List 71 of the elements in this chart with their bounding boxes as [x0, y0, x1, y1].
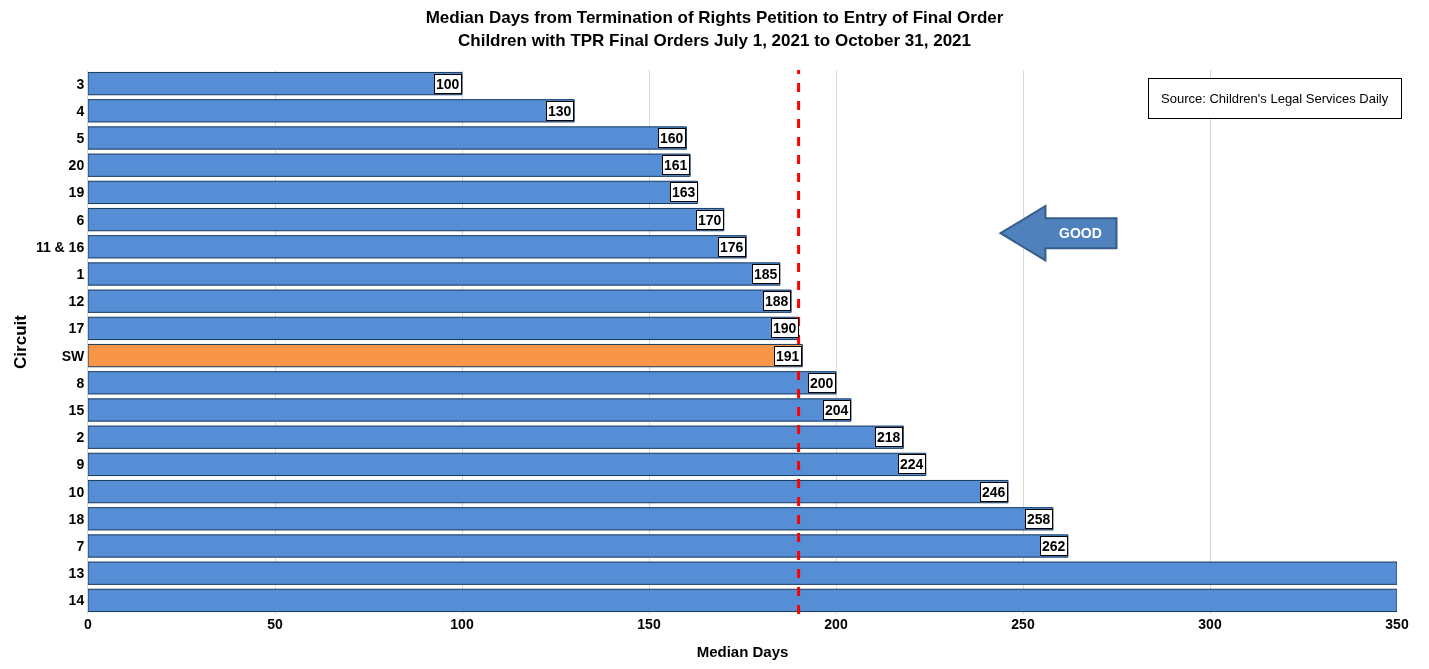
x-tick-label: 300	[1198, 616, 1222, 632]
bar	[88, 507, 1054, 531]
y-tick-label: 3	[76, 75, 85, 92]
data-label: 191	[776, 348, 800, 364]
y-tick-label: 11 & 16	[35, 238, 85, 255]
x-tick-label: 0	[84, 616, 93, 632]
y-tick-label: SW	[61, 347, 85, 364]
bar	[88, 371, 837, 395]
bar	[88, 316, 800, 341]
bar	[88, 262, 781, 286]
data-label: 163	[672, 184, 696, 200]
x-axis-title: Median Days	[696, 643, 789, 660]
y-tick-label: 5	[76, 129, 85, 146]
x-tick-label: 100	[450, 616, 474, 632]
bar	[88, 289, 792, 313]
data-label: 160	[660, 130, 684, 146]
y-tick-label: 9	[76, 456, 85, 473]
bar	[88, 207, 725, 232]
y-tick-label: 12	[68, 293, 85, 310]
data-label: 161	[664, 157, 688, 173]
bar	[88, 126, 687, 150]
x-tick-label: 200	[824, 616, 848, 632]
bar	[88, 343, 803, 368]
data-label: 204	[825, 402, 849, 418]
bar	[88, 235, 747, 259]
y-tick-label: 4	[76, 102, 85, 119]
y-axis-title: Circuit	[11, 314, 31, 369]
data-label: 176	[720, 239, 744, 255]
bar	[88, 588, 1397, 613]
y-tick-label: 7	[76, 537, 85, 554]
y-tick-label: 10	[68, 483, 85, 500]
y-tick-label: 1	[76, 265, 85, 282]
data-label: 190	[773, 320, 797, 336]
y-tick-label: 17	[68, 320, 85, 337]
data-label: 130	[548, 103, 572, 119]
data-label: 258	[1027, 511, 1051, 527]
data-label: 170	[698, 212, 722, 228]
x-tick-label: 250	[1011, 616, 1035, 632]
data-label: 224	[900, 456, 924, 472]
data-label: 200	[810, 375, 834, 391]
chart-title: Median Days from Termination of Rights Petition to Entry of Final Order Children with TPR Final Orders July 1, 2021 to October 31, 2021	[425, 8, 1004, 50]
y-tick-label: 18	[68, 510, 85, 527]
bar	[88, 180, 699, 205]
data-label: 246	[982, 484, 1006, 500]
data-label: 188	[765, 293, 789, 309]
bar	[88, 398, 852, 422]
data-label: 100	[436, 76, 460, 92]
bar	[88, 71, 463, 96]
y-tick-label: 19	[68, 184, 85, 201]
bar	[88, 452, 927, 477]
data-label: 218	[877, 429, 901, 445]
x-tick-label: 150	[637, 616, 661, 632]
y-tick-label: 8	[76, 374, 85, 391]
bar	[88, 479, 1009, 504]
y-tick-label: 2	[76, 429, 85, 446]
y-tick-label: 13	[68, 565, 85, 582]
y-tick-label: 14	[68, 592, 85, 609]
bar	[88, 561, 1397, 585]
annotation: Source: Children's Legal Services Daily	[1161, 91, 1389, 106]
y-tick-label: 6	[76, 211, 85, 228]
data-label: 185	[754, 266, 778, 282]
x-tick-label: 50	[267, 616, 283, 632]
bar	[88, 534, 1069, 558]
x-tick-label: 350	[1385, 616, 1409, 632]
bar	[88, 425, 904, 449]
bar	[88, 99, 575, 123]
annotation: GOOD	[1059, 225, 1102, 241]
y-tick-label: 15	[68, 401, 85, 418]
y-tick-label: 20	[68, 157, 85, 174]
bar	[88, 153, 691, 177]
data-label: 262	[1042, 538, 1066, 554]
